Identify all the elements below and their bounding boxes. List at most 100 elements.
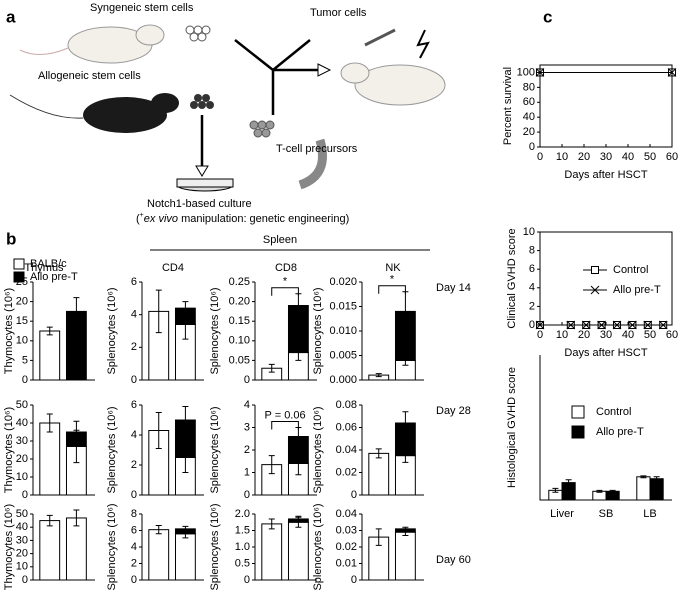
annotation: * [283, 276, 288, 288]
y-tick-label: 0.000 [329, 374, 357, 386]
bar [65, 517, 87, 581]
panel-label: a [6, 7, 16, 26]
y-tick-label: 0 [351, 489, 357, 501]
bar [148, 529, 170, 581]
error-bar [155, 525, 162, 535]
y-tick-label: 40 [16, 417, 28, 429]
x-tick-label: 20 [578, 329, 590, 341]
y-tick-label: 0.03 [336, 524, 357, 536]
x-tick-label: 40 [622, 151, 634, 163]
y-axis-label: Splenocytes (10⁶) [106, 503, 118, 590]
error-bar [596, 489, 603, 493]
y-tick-label: 20 [16, 296, 28, 308]
text-part: ( [136, 213, 140, 225]
error-bar [295, 515, 302, 523]
bar [394, 531, 416, 581]
y-tick-label: 0.02 [336, 541, 357, 553]
x-tick-label: SB [599, 508, 614, 520]
text-part: manipulation: genetic engineering) [178, 213, 349, 225]
error-bar [402, 411, 409, 435]
column-title: NK [385, 262, 401, 274]
y-tick-label: 8 [131, 508, 137, 520]
y-tick-label: 0 [351, 574, 357, 586]
y-tick-label: 0 [22, 374, 28, 386]
error-bar [552, 487, 559, 493]
mouse-tail [19, 47, 69, 55]
x-tick-label: 20 [578, 151, 590, 163]
culture-dish [176, 178, 234, 188]
y-axis-label: Splenocytes (10⁶) [209, 503, 221, 590]
x-tick-label: LB [643, 508, 656, 520]
error-bar [268, 518, 275, 530]
diagram [9, 24, 446, 192]
x-tick-label: 30 [600, 329, 612, 341]
bar [649, 478, 664, 501]
y-tick-label: 4 [131, 309, 137, 321]
column-title: CD8 [275, 262, 297, 274]
y-tick-label: 80 [523, 81, 535, 93]
plot-frame [539, 231, 673, 326]
row-label: Day 60 [436, 554, 471, 566]
error-bar [73, 297, 80, 326]
x-tick-label: 60 [666, 329, 678, 341]
error-bar [73, 509, 80, 527]
y-axis-label: Thymocytes (10⁶) [3, 288, 15, 374]
error-bar [46, 514, 53, 527]
row-label: Day 28 [436, 405, 471, 417]
bar [368, 452, 390, 496]
error-bar [46, 413, 53, 433]
y-axis-label: Percent survival [502, 67, 514, 145]
x-tick-label: 50 [644, 329, 656, 341]
annotation: P = 0.06 [265, 409, 306, 421]
y-tick-label: 0.25 [229, 276, 250, 288]
y-tick-label: 0.04 [336, 444, 357, 456]
error-bar [402, 526, 409, 531]
y-tick-label: 20 [16, 548, 28, 560]
y-tick-label: 0.020 [329, 276, 357, 288]
x-tick-label: Liver [550, 508, 574, 520]
legend-label: Control [596, 406, 631, 418]
diagram-label: (+ex vivo manipulation: genetic engineer… [136, 212, 349, 225]
error-bar [375, 373, 382, 378]
group-label: Spleen [263, 234, 297, 246]
y-tick-label: 0 [529, 319, 535, 331]
cells [185, 25, 211, 42]
error-bar [73, 420, 80, 444]
bar [636, 476, 651, 501]
legend-label: Control [613, 264, 648, 276]
y-tick-label: 0.20 [229, 296, 250, 308]
y-tick-label: 4 [529, 282, 535, 294]
y-tick-label: 4 [131, 429, 137, 441]
y-tick-label: 0.10 [229, 335, 250, 347]
x-tick-label: 60 [666, 151, 678, 163]
diagram-label: Tumor cells [310, 7, 367, 19]
mouse-head [340, 62, 370, 84]
legend-swatch [13, 258, 25, 270]
y-tick-label: 2 [131, 341, 137, 353]
error-bar [155, 412, 162, 449]
y-tick-label: 0 [22, 574, 28, 586]
diagram-label: Syngeneic stem cells [90, 2, 194, 14]
y-axis-label: Clinical GVHD score [506, 228, 518, 328]
error-bar [182, 406, 189, 434]
y-tick-label: 0 [529, 141, 535, 153]
y-tick-label: 2.0 [235, 508, 250, 520]
error-bar [46, 326, 53, 336]
y-axis-label: Splenocytes (10⁶) [106, 406, 118, 493]
y-tick-label: 0.04 [336, 508, 357, 520]
y-tick-label: 30 [16, 534, 28, 546]
y-tick-label: 2 [529, 300, 535, 312]
error-bar [182, 525, 189, 532]
mouse-head [135, 24, 165, 46]
y-tick-label: 0.010 [329, 325, 357, 337]
y-tick-label: 0 [244, 489, 250, 501]
error-bar [268, 363, 275, 373]
legend-swatch [571, 425, 585, 439]
arrowhead [317, 63, 332, 77]
mouse-black [83, 97, 167, 133]
y-tick-label: 0.02 [336, 466, 357, 478]
x-axis-label: Days after HSCT [564, 347, 647, 359]
row-label: Day 14 [436, 282, 471, 294]
y-axis-label: Thymocytes (10⁶) [3, 504, 15, 590]
